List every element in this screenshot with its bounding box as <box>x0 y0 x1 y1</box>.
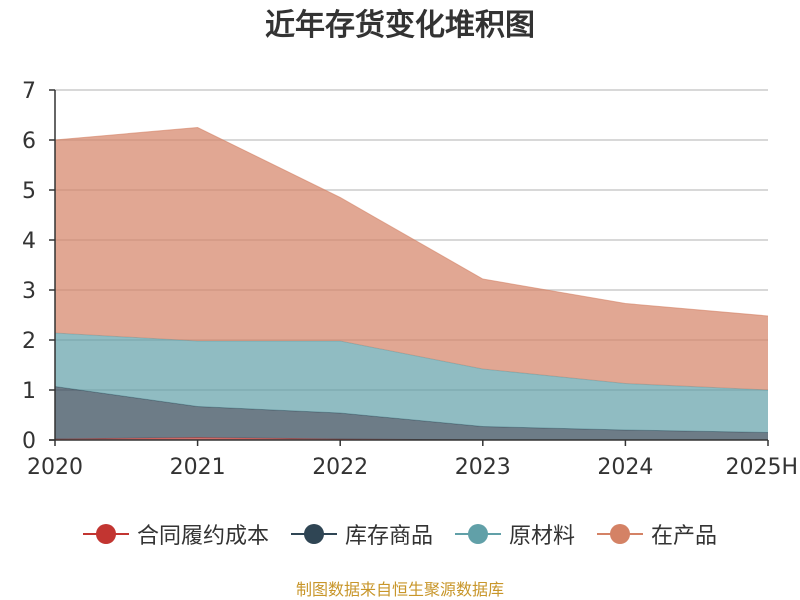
axes <box>49 89 769 446</box>
legend-marker <box>455 522 501 546</box>
y-tick-label: 0 <box>22 429 36 454</box>
x-tick-label: 2022 <box>312 455 368 480</box>
y-tick-label: 5 <box>22 179 36 204</box>
legend-item[interactable]: 合同履约成本 <box>82 518 269 550</box>
legend-label: 原材料 <box>509 524 576 549</box>
legend-label: 合同履约成本 <box>136 524 269 549</box>
legend-marker <box>290 522 337 546</box>
legend-label: 库存商品 <box>344 524 433 549</box>
y-tick-label: 2 <box>22 329 36 354</box>
x-tick-label: 2023 <box>455 455 511 480</box>
y-tick-label: 4 <box>22 229 36 254</box>
area-原材料 <box>55 333 768 433</box>
legend-item[interactable]: 库存商品 <box>290 518 433 550</box>
legend: 合同履约成本 库存商品 原材料 在产品 <box>0 512 800 556</box>
legend-label: 在产品 <box>651 524 718 549</box>
chart-title: 近年存货变化堆积图 <box>265 8 535 43</box>
area-在产品 <box>55 127 768 390</box>
legend-item[interactable]: 原材料 <box>455 518 575 550</box>
legend-marker <box>597 522 644 546</box>
y-tick-label: 6 <box>22 129 36 154</box>
y-tick-labels: 0 1 2 3 4 5 6 7 <box>22 79 36 454</box>
x-tick-label: 2024 <box>597 455 653 480</box>
y-tick-label: 7 <box>22 79 36 104</box>
area-库存商品 <box>55 386 768 440</box>
x-tick-label: 2020 <box>27 455 83 480</box>
series-areas <box>54 126 769 441</box>
legend-item[interactable]: 在产品 <box>597 518 717 550</box>
source-note: 制图数据来自恒生聚源数据库 <box>295 580 504 599</box>
y-tick-label: 1 <box>22 379 36 404</box>
stacked-area-chart: 0 1 2 3 4 5 6 7 2020 2021 2022 2023 2024 2025H <box>22 79 798 480</box>
y-tick-label: 3 <box>22 279 36 304</box>
legend-marker <box>82 522 129 546</box>
x-tick-labels: 2020 2021 2022 2023 2024 2025H <box>27 455 798 480</box>
series-line-在产品 <box>54 126 769 317</box>
x-tick-label: 2021 <box>170 455 226 480</box>
x-tick-label: 2025H <box>725 455 798 480</box>
